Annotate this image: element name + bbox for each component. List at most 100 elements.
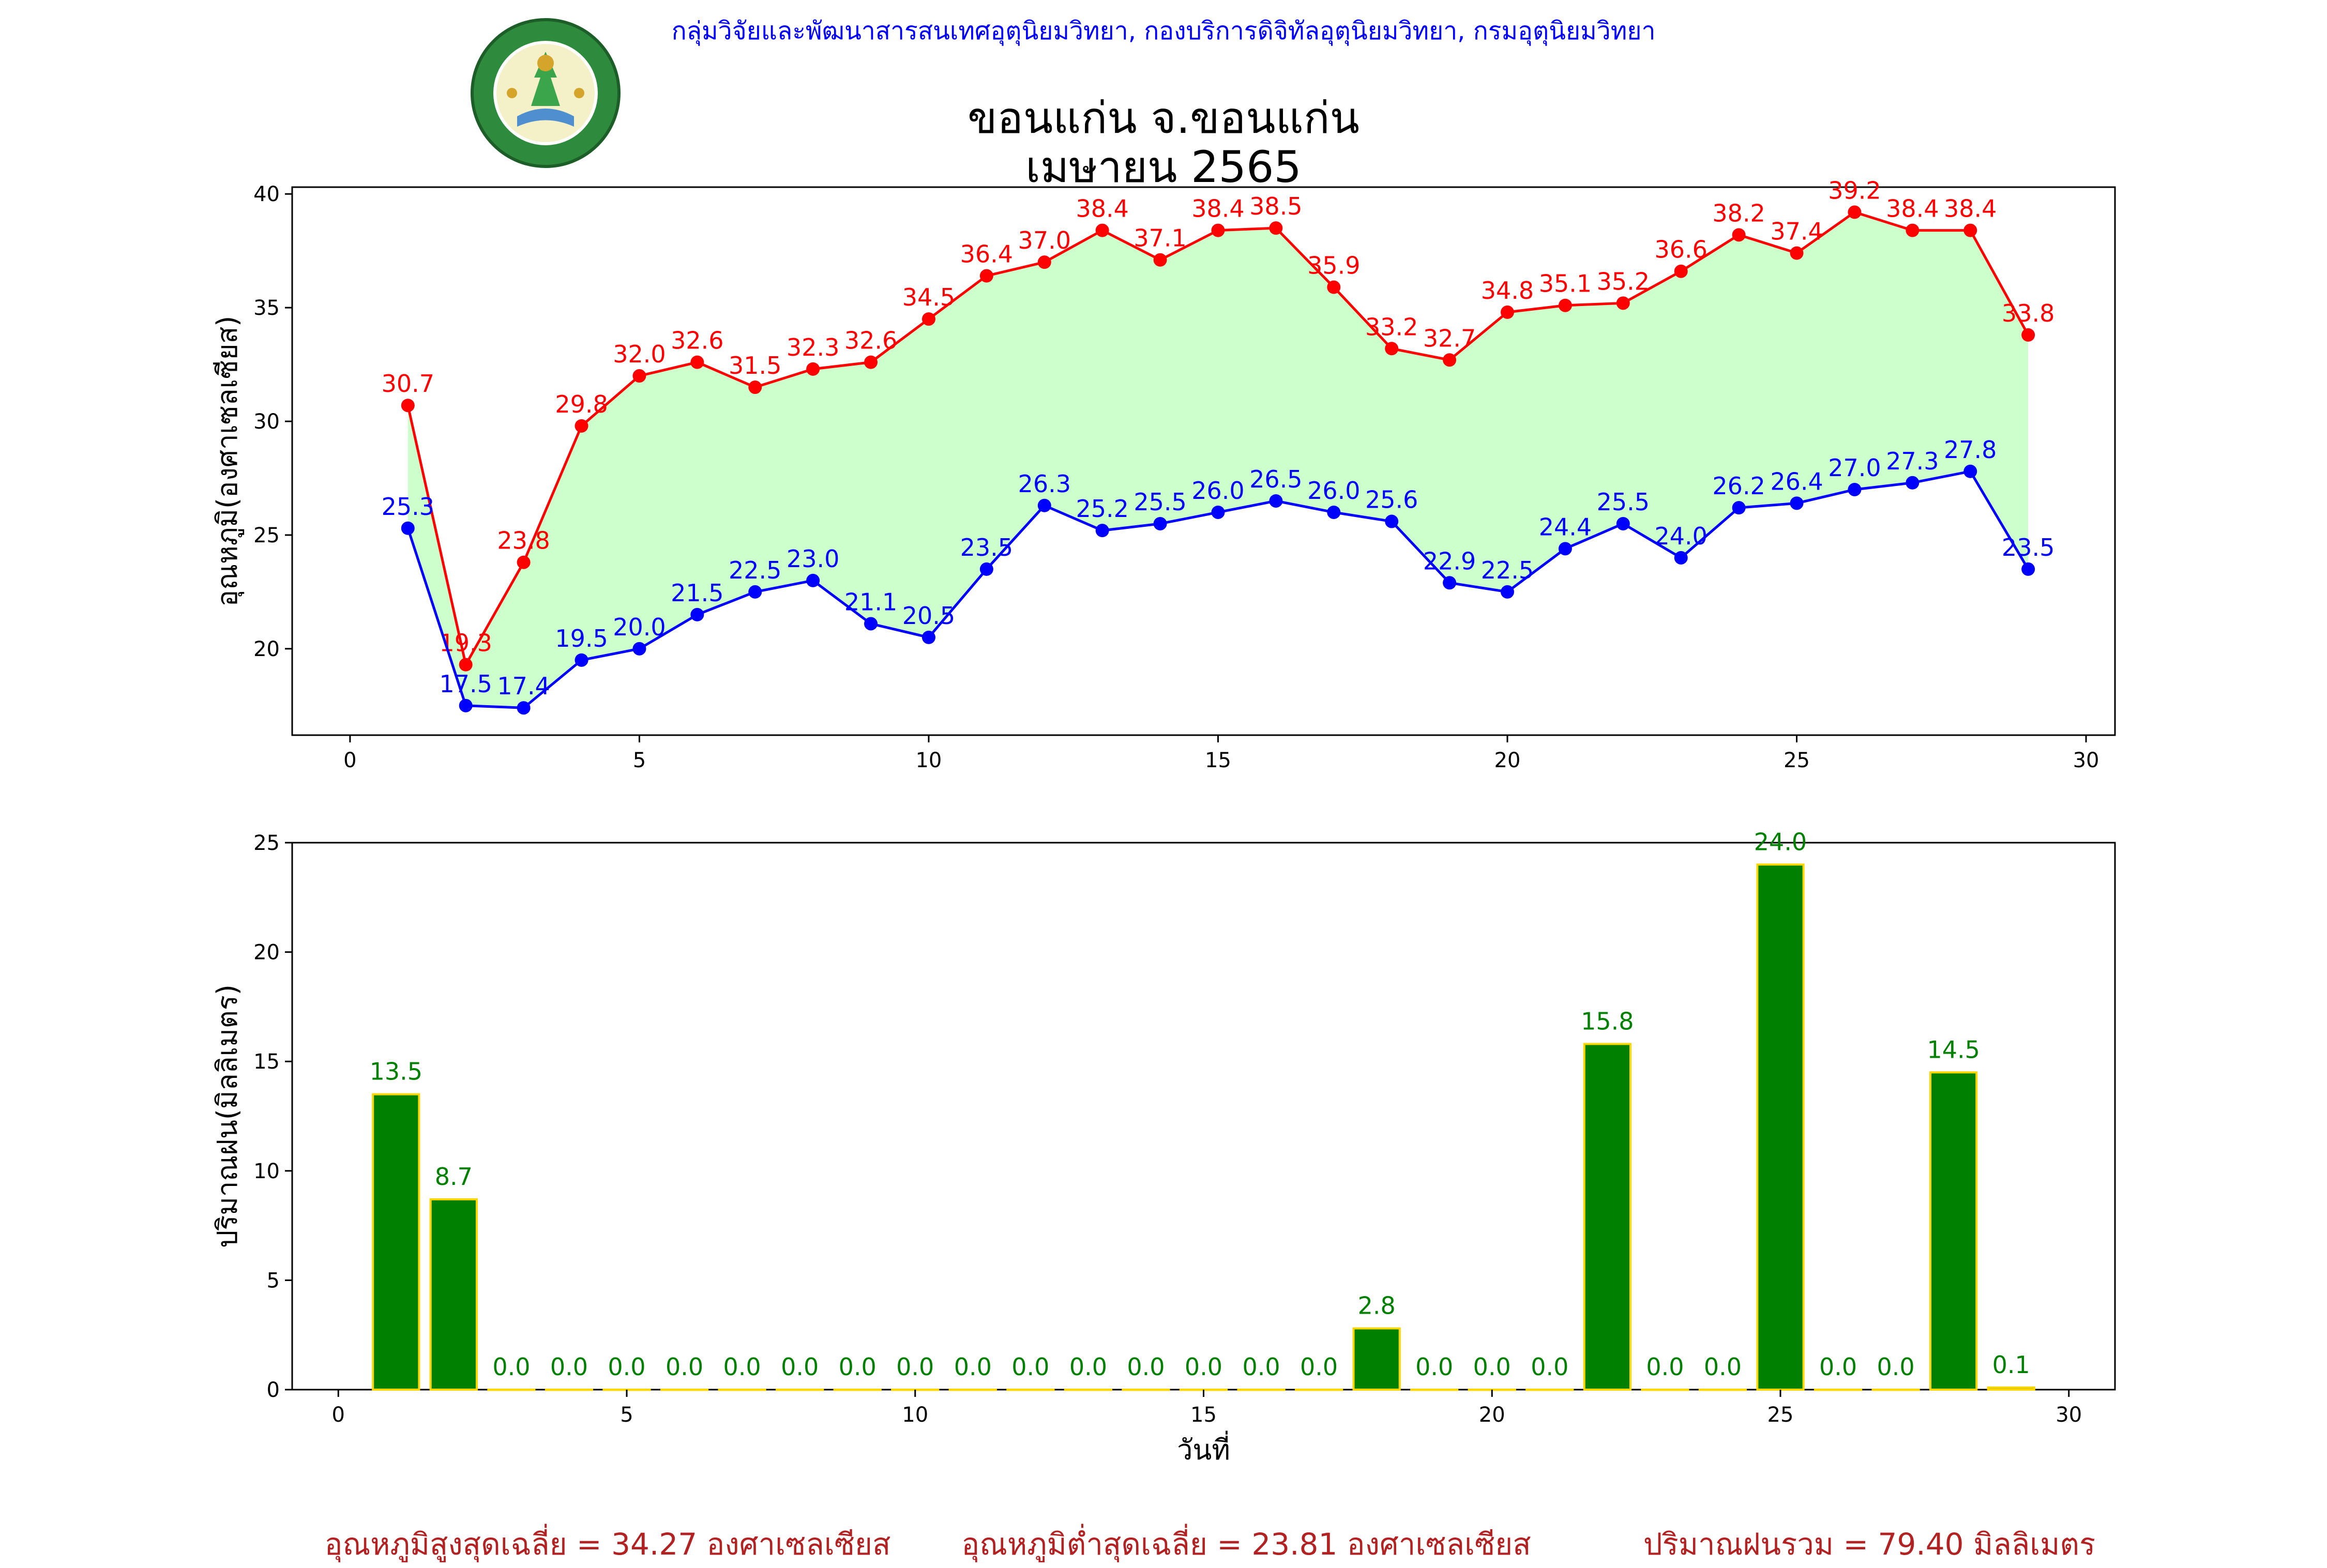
x-tick-label: 20 xyxy=(1494,749,1521,772)
min-temperature-data-label: 23.5 xyxy=(2002,534,2054,561)
max-temperature-data-label: 38.5 xyxy=(1249,192,1302,220)
rainfall-data-label: 0.0 xyxy=(954,1353,992,1381)
x-tick-label: 15 xyxy=(1205,749,1231,772)
x-tick-label: 5 xyxy=(633,749,646,772)
rainfall-bars: 13.5 8.7 0.0 0.0 0.0 0.0 0.0 0.0 0.0 0.0 0.0 0.0 0.0… xyxy=(370,828,2035,1391)
max-temperature-data-label: 29.8 xyxy=(555,390,608,418)
min-temperature-data-label: 22.5 xyxy=(1481,556,1534,584)
temperature-series: 30.719.323.829.832.0 32.631.532.3 32.634.5… xyxy=(382,176,2054,715)
y-tick-label: 20 xyxy=(253,941,280,965)
min-temperature-data-label: 26.3 xyxy=(1018,470,1071,498)
max-temperature-point xyxy=(1963,223,1977,237)
max-temperature-data-label: 32.0 xyxy=(613,340,666,368)
x-tick-label: 0 xyxy=(332,1403,345,1427)
rainfall-bar xyxy=(1756,863,1805,1391)
rainfall-data-label: 15.8 xyxy=(1581,1007,1634,1035)
max-temperature-data-label: 38.4 xyxy=(1076,195,1128,223)
max-temperature-point xyxy=(864,355,878,369)
max-temperature-point xyxy=(1501,305,1514,319)
rainfall-data-label: 0.0 xyxy=(1819,1353,1857,1381)
rainfall-data-label: 0.0 xyxy=(1300,1353,1338,1381)
min-temperature-data-label: 20.0 xyxy=(613,613,666,641)
y-tick-label: 35 xyxy=(253,296,280,320)
min-temperature-data-label: 17.5 xyxy=(440,670,492,698)
x-tick-label: 10 xyxy=(902,1403,928,1427)
y-tick-label: 20 xyxy=(253,637,280,661)
min-temperature-data-label: 26.5 xyxy=(1249,465,1302,493)
min-temperature-point xyxy=(401,521,415,535)
max-temperature-point xyxy=(459,658,473,672)
max-temperature-point xyxy=(1211,223,1225,237)
min-temperature-point xyxy=(1385,514,1399,528)
rainfall-bar xyxy=(1987,1386,2035,1391)
min-temperature-data-label: 25.3 xyxy=(382,493,434,521)
min-temperature-point xyxy=(1790,496,1804,510)
rainfall-axes-frame xyxy=(291,842,2116,1391)
min-temperature-data-label: 25.5 xyxy=(1597,488,1650,516)
max-temperature-point xyxy=(1095,223,1109,237)
rainfall-bar xyxy=(372,1093,420,1391)
x-tick-label: 30 xyxy=(2056,1403,2082,1427)
rainfall-y-ticks: 0 5 10 15 20 25 xyxy=(253,831,292,1402)
min-temperature-point xyxy=(575,653,588,667)
rainfall-data-label: 0.0 xyxy=(723,1353,761,1381)
min-temperature-point xyxy=(690,607,704,621)
y-tick-label: 5 xyxy=(267,1269,280,1292)
min-temperature-data-label: 27.0 xyxy=(1828,454,1881,482)
min-temperature-data-label: 25.5 xyxy=(1134,488,1186,516)
max-temperature-point xyxy=(806,362,820,376)
max-temperature-point xyxy=(517,555,531,569)
max-temperature-data-label: 32.3 xyxy=(787,333,839,361)
max-temperature-data-label: 34.5 xyxy=(902,283,955,311)
rainfall-data-label: 13.5 xyxy=(370,1058,422,1086)
rainfall-data-label: 14.5 xyxy=(1927,1036,1980,1063)
rainfall-data-label: 0.0 xyxy=(1473,1353,1511,1381)
max-temperature-point xyxy=(1153,253,1167,267)
min-temperature-point xyxy=(1558,542,1572,556)
y-tick-label: 10 xyxy=(253,1160,280,1183)
rainfall-data-label: 0.0 xyxy=(666,1353,703,1381)
max-temperature-point xyxy=(690,355,704,369)
max-temperature-point xyxy=(1269,221,1283,235)
rainfall-chart: 13.5 8.7 0.0 0.0 0.0 0.0 0.0 0.0 0.0 0.0 0.0 0.0 0.0… xyxy=(211,828,2116,1466)
x-tick-label: 10 xyxy=(915,749,942,772)
rainfall-data-label: 0.1 xyxy=(1992,1351,2030,1379)
summary-min-temperature-average: อุณหภูมิต่ำสุดเฉลี่ย = 23.81 องศาเซลเซีย… xyxy=(961,1527,1531,1562)
max-temperature-data-label: 37.0 xyxy=(1018,226,1071,254)
max-temperature-data-label: 39.2 xyxy=(1828,176,1881,204)
rainfall-data-label: 0.0 xyxy=(1185,1353,1222,1381)
rainfall-data-label: 0.0 xyxy=(1069,1353,1107,1381)
min-temperature-point xyxy=(1327,505,1341,519)
chart-title-station: ขอนแก่น จ.ขอนแก่น xyxy=(967,93,1360,143)
rainfall-data-label: 0.0 xyxy=(1242,1353,1280,1381)
max-temperature-point xyxy=(1790,246,1804,260)
max-temperature-data-label: 35.1 xyxy=(1539,270,1592,298)
rainfall-bar xyxy=(429,1198,478,1391)
x-tick-label: 15 xyxy=(1190,1403,1217,1427)
rainfall-data-label: 0.0 xyxy=(839,1353,877,1381)
max-temperature-data-label: 38.4 xyxy=(1886,195,1939,223)
rainfall-data-label: 0.0 xyxy=(1646,1353,1684,1381)
max-temperature-data-label: 32.6 xyxy=(844,327,897,355)
max-temperature-point xyxy=(1327,280,1341,294)
min-temperature-data-label: 27.3 xyxy=(1886,447,1939,475)
max-temperature-data-label: 31.5 xyxy=(729,352,781,379)
min-temperature-point xyxy=(1906,476,1920,490)
min-temperature-data-label: 20.5 xyxy=(902,602,955,630)
y-tick-label: 40 xyxy=(253,182,280,206)
max-temperature-data-label: 36.4 xyxy=(960,240,1013,268)
temperature-x-ticks: 0 5 10 15 20 25 30 xyxy=(343,735,2099,772)
header-organization: กลุ่มวิจัยและพัฒนาสารสนเทศอุตุนิยมวิทยา,… xyxy=(671,17,1656,45)
rainfall-data-label: 0.0 xyxy=(1531,1353,1568,1381)
rainfall-data-label: 0.0 xyxy=(550,1353,588,1381)
rainfall-data-label: 0.0 xyxy=(781,1353,819,1381)
min-temperature-data-label: 21.1 xyxy=(844,588,897,616)
min-temperature-point xyxy=(517,701,531,715)
max-temperature-data-label: 38.2 xyxy=(1712,199,1765,227)
rainfall-data-label: 0.0 xyxy=(1415,1353,1453,1381)
min-temperature-point xyxy=(864,617,878,631)
min-temperature-point xyxy=(1211,505,1225,519)
min-temperature-data-label: 26.2 xyxy=(1712,472,1765,500)
min-temperature-data-label: 26.0 xyxy=(1307,477,1360,505)
